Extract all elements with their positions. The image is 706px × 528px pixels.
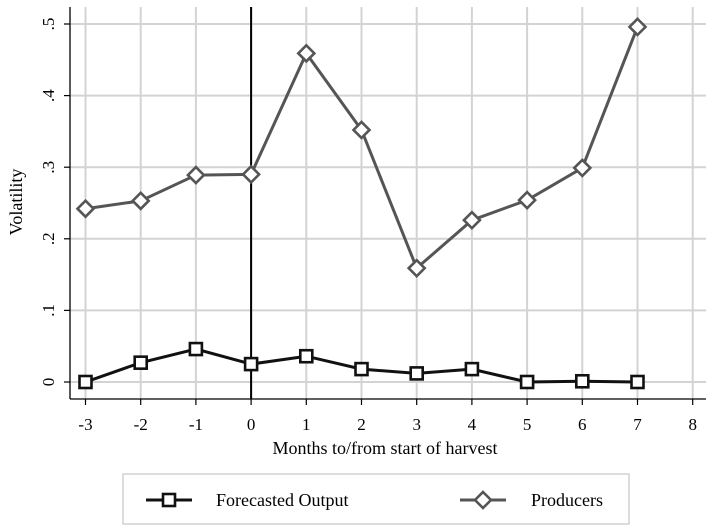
data-point-forecasted-output	[464, 361, 480, 377]
data-point-forecasted-output	[188, 341, 204, 357]
y-tick-label: .3	[39, 161, 58, 174]
y-tick-label: .4	[39, 89, 58, 102]
x-tick-label: 5	[523, 415, 532, 434]
legend-box	[122, 473, 630, 525]
data-point-forecasted-output	[298, 348, 314, 364]
data-point-forecasted-output	[243, 356, 259, 372]
x-tick-label: -3	[78, 415, 92, 434]
tick-labels: -3 -2 -1 0 1 2 3 4 5 6 7 8 0 .1 .2 .3 .4 .5	[39, 18, 697, 434]
series-forecasted-output	[78, 341, 645, 390]
x-tick-label: -2	[134, 415, 148, 434]
series-producers	[75, 17, 648, 278]
x-tick-label: 1	[302, 415, 311, 434]
x-tick-label: 3	[412, 415, 421, 434]
data-point-producers	[627, 17, 648, 37]
legend: Forecasted Output Producers	[122, 473, 630, 525]
y-tick-label: 0	[39, 378, 58, 387]
legend-label-forecasted-output: Forecasted Output	[216, 490, 348, 510]
x-tick-label: -1	[189, 415, 203, 434]
data-point-producers	[572, 158, 593, 178]
data-point-producers	[517, 190, 537, 210]
data-point-producers	[462, 210, 482, 231]
data-point-forecasted-output	[354, 361, 369, 377]
data-point-producers	[130, 191, 151, 211]
legend-label-producers: Producers	[531, 490, 603, 510]
axes	[64, 7, 706, 405]
data-point-producers	[351, 120, 372, 140]
series-group	[75, 17, 648, 390]
data-point-forecasted-output	[133, 355, 148, 370]
x-tick-label: 8	[688, 415, 697, 434]
data-point-producers	[186, 165, 206, 185]
y-tick-label: .5	[39, 18, 58, 31]
x-tick-label: 7	[633, 415, 642, 434]
x-tick-label: 2	[357, 415, 366, 434]
y-tick-label: .2	[39, 232, 58, 245]
data-point-producers	[75, 198, 96, 219]
x-axis-title: Months to/from start of harvest	[273, 438, 498, 458]
data-point-producers	[406, 258, 427, 278]
data-point-forecasted-output	[78, 374, 93, 390]
x-tick-label: 0	[247, 415, 256, 434]
data-point-producers	[241, 164, 261, 185]
data-point-forecasted-output	[574, 373, 590, 389]
grid	[70, 7, 706, 399]
data-point-forecasted-output	[630, 374, 645, 390]
legend-marker-producers	[473, 490, 493, 510]
data-point-producers	[296, 43, 317, 64]
x-tick-label: 4	[468, 415, 477, 434]
y-axis-title: Volatility	[6, 169, 26, 236]
x-tick-label: 6	[578, 415, 587, 434]
y-tick-label: .1	[39, 304, 58, 317]
data-point-forecasted-output	[519, 374, 535, 390]
data-point-forecasted-output	[409, 366, 425, 381]
legend-marker-forecasted-output	[161, 492, 177, 508]
